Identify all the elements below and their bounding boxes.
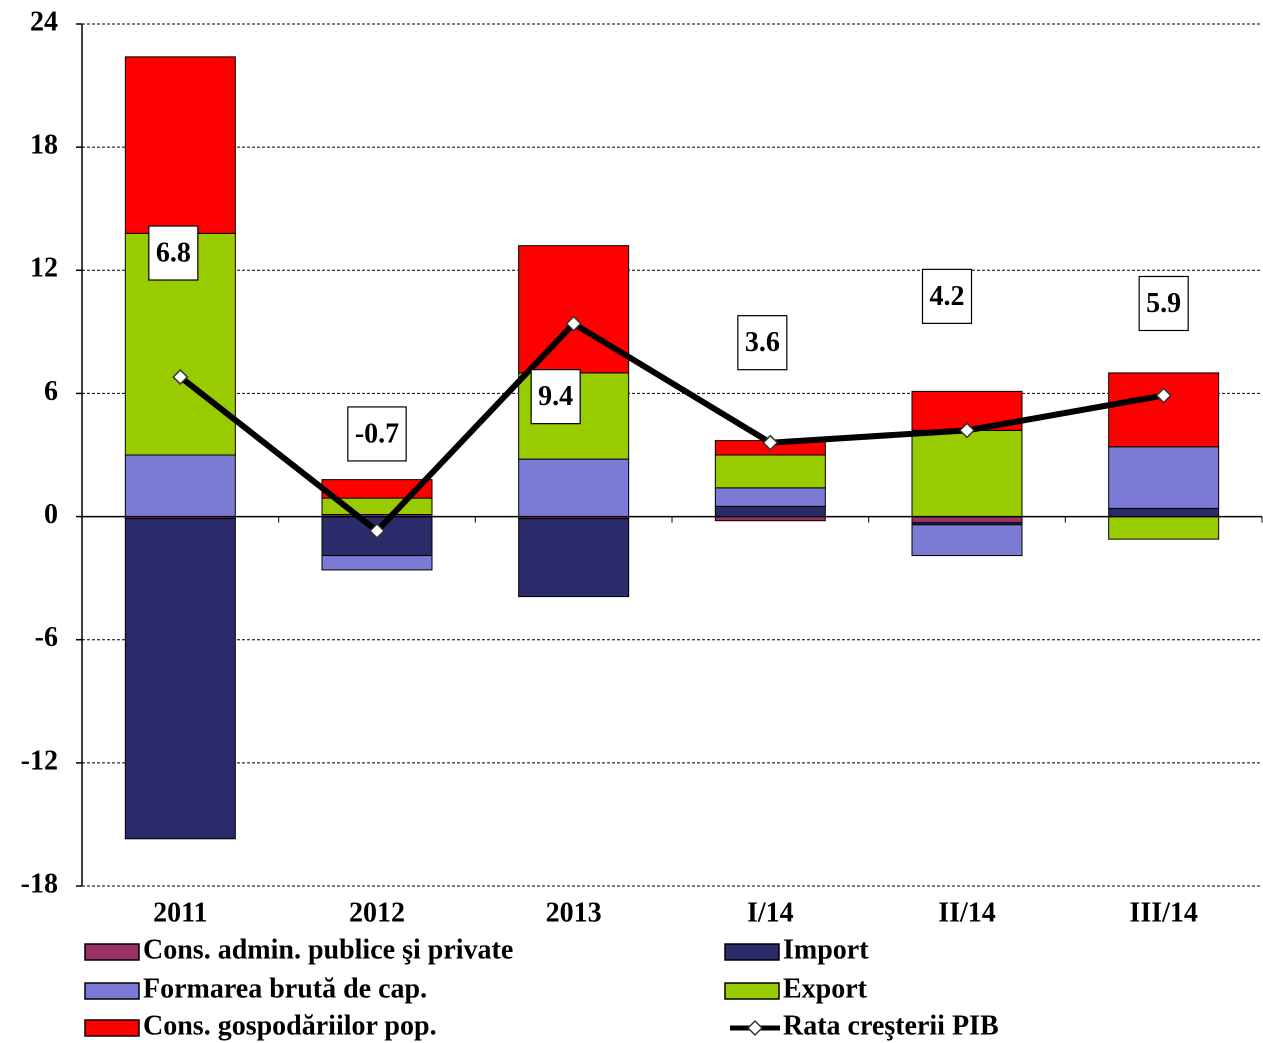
- line-marker: [762, 434, 779, 451]
- bar-segment: [714, 487, 826, 507]
- bar-segment: [124, 454, 236, 518]
- line-series: [178, 319, 1165, 535]
- legend-label: Cons. gospodăriilor pop.: [143, 1010, 437, 1041]
- value-label-group: 9.4: [530, 369, 581, 425]
- value-label-box: [1138, 275, 1189, 332]
- value-label-box: [347, 406, 407, 462]
- value-label: 9.4: [538, 381, 573, 412]
- value-label-box: [148, 225, 199, 281]
- x-tick-label: II/14: [938, 897, 996, 928]
- value-label-group: -0.7: [347, 406, 407, 462]
- legend-label: Export: [783, 973, 868, 1004]
- legend-marker: [746, 1019, 764, 1037]
- line-marker: [958, 422, 976, 439]
- value-label: 4.2: [930, 281, 965, 312]
- bar-segment: [911, 516, 1023, 524]
- legend-swatch: [724, 943, 780, 961]
- bar-segment: [1108, 516, 1220, 540]
- bar-segment: [1108, 507, 1220, 518]
- y-tick-label: 6: [44, 376, 58, 407]
- bar-segment: [518, 518, 630, 598]
- legend-swatch: [84, 1019, 140, 1037]
- line-marker: [172, 368, 189, 386]
- value-label: 5.9: [1146, 288, 1181, 319]
- legend-label: Cons. admin. publice şi private: [143, 934, 513, 965]
- bar-segment: [124, 56, 236, 234]
- x-tick-label: I/14: [747, 897, 794, 928]
- y-tick-label: 12: [30, 253, 58, 284]
- bar-segment: [714, 505, 826, 518]
- legend-label: Formarea brută de cap.: [143, 973, 427, 1004]
- bar-segment: [1108, 446, 1220, 509]
- bar-segment: [714, 454, 826, 489]
- y-tick-label: -6: [35, 622, 58, 653]
- value-label-box: [737, 315, 788, 371]
- y-tick-label: -12: [21, 745, 58, 776]
- value-label-group: 4.2: [921, 268, 973, 324]
- line-marker: [1155, 387, 1172, 404]
- y-tick-label: 0: [44, 499, 58, 530]
- bar-segment: [518, 245, 630, 374]
- legend-swatch: [84, 943, 140, 961]
- value-label: 3.6: [745, 327, 780, 358]
- legend-label: Rata creşterii PIB: [783, 1010, 999, 1041]
- x-tick-label: 2011: [153, 897, 207, 928]
- value-label-box: [921, 268, 973, 324]
- bar-segment: [1108, 372, 1220, 448]
- line-marker: [368, 522, 386, 539]
- y-tick-label: -18: [21, 868, 58, 899]
- bar-segment: [321, 555, 433, 571]
- value-label: -0.7: [355, 418, 399, 449]
- line-marker: [565, 315, 582, 332]
- value-label-group: 6.8: [148, 225, 199, 281]
- value-label-group: 3.6: [737, 315, 788, 371]
- x-tick-label: 2012: [349, 897, 405, 928]
- value-label: 6.8: [156, 237, 191, 268]
- y-tick-label: 18: [30, 130, 58, 161]
- bar-segment: [911, 524, 1023, 557]
- bar-segment: [911, 429, 1023, 518]
- value-label-group: 5.9: [1138, 275, 1189, 332]
- bar-segment: [124, 518, 236, 840]
- x-tick-label: 2013: [546, 897, 602, 928]
- legend-label: Import: [783, 934, 869, 965]
- bar-segment: [518, 458, 630, 518]
- value-label-box: [530, 369, 581, 425]
- legend-swatch: [84, 982, 140, 1000]
- y-tick-label: 24: [30, 6, 58, 37]
- x-tick-label: III/14: [1129, 897, 1197, 928]
- legend-swatch: [724, 982, 780, 1000]
